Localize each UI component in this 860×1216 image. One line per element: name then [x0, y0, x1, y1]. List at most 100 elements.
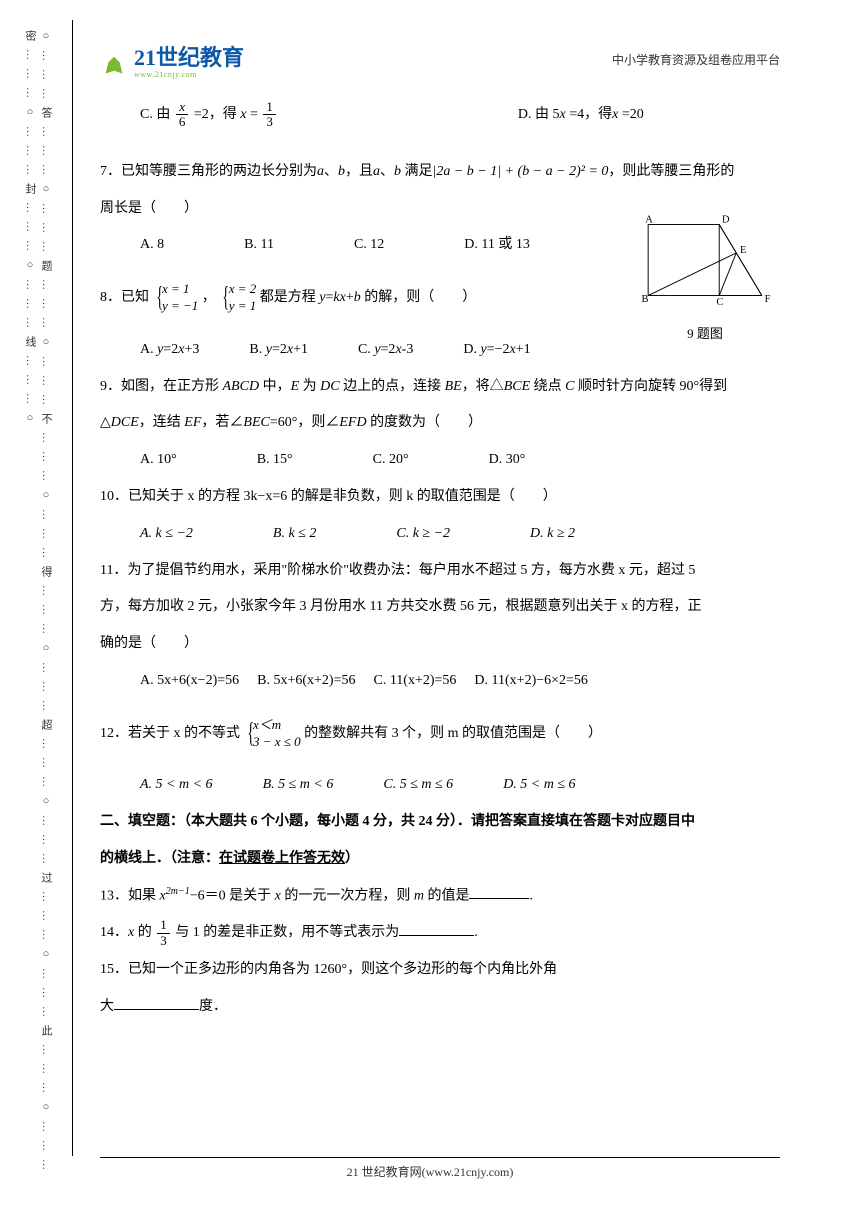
footer-text: 21 世纪教育网(www.21cnjy.com) [0, 1163, 860, 1180]
q9-m2: 为 [299, 379, 320, 394]
q14-line: 14．x 的 13 与 1 的差是非正数，用不等式表示为. [100, 918, 780, 949]
q8d-e: =−2 [487, 342, 510, 357]
q12-line: 12．若关于 x 的不等式 {x＜m3 − x ≤ 0 的整数解共有 3 个，则… [100, 703, 780, 765]
q12-c: C. 5 ≤ m ≤ 6 [383, 770, 453, 801]
q8a-po: +3 [184, 342, 199, 357]
q13-post2: 的值是 [424, 888, 470, 903]
q9-figure: A D B C E F 9 题图 [630, 215, 780, 348]
footer-divider [100, 1157, 780, 1158]
q7-post: ，则此等腰三角形的 [608, 164, 734, 179]
q8c-po: -3 [402, 342, 414, 357]
s2-post: ） [345, 851, 359, 866]
header-right-text: 中小学教育资源及组卷应用平台 [612, 51, 780, 68]
q6-c-eq: = [250, 107, 258, 122]
q8-kx: kx [333, 290, 345, 305]
q9-fig-caption: 9 题图 [630, 320, 780, 349]
q11-b: B. 5x+6(x+2)=56 [257, 666, 355, 697]
q8-s11: x = 1 [162, 281, 198, 298]
q9-dc: DC [320, 379, 339, 394]
q7-a2: a [373, 164, 380, 179]
fig-label-f: F [765, 294, 771, 305]
q12-s2: 3 − x ≤ 0 [253, 734, 301, 751]
q10-d: D. k ≥ 2 [530, 519, 575, 550]
q7-c: C. 12 [354, 230, 384, 261]
q9-efd: EFD [339, 415, 366, 430]
q13-pre: 13．如果 [100, 888, 160, 903]
q6-d-mid: =4，得 [566, 107, 612, 122]
q7-m3: 、 [380, 164, 394, 179]
q7-m1: 、 [324, 164, 338, 179]
logo-runner-icon [100, 46, 128, 74]
q12-post: 的整数解共有 3 个，则 m 的取值范围是（ ） [304, 726, 602, 741]
q12-pre: 12．若关于 x 的不等式 [100, 726, 240, 741]
s2-ul: 在试题卷上作答无效 [219, 851, 345, 866]
q6-c-den: 6 [176, 115, 189, 129]
q14-mid: 的 [134, 925, 152, 940]
q13-blank [469, 885, 529, 899]
q15-line1: 15．已知一个正多边形的内角各为 1260°，则这个多边形的每个内角比外角 [100, 955, 780, 986]
q7-pre: 7．已知等腰三角形的两边长分别为 [100, 164, 317, 179]
q10-a: A. k ≤ −2 [140, 519, 193, 550]
q11-line2: 方，每方加收 2 元，小张家今年 3 月份用水 11 方共交水费 56 元，根据… [100, 592, 780, 623]
logo-main-text: 21世纪教育 [134, 40, 244, 72]
q6-c-rnum: 1 [263, 100, 276, 115]
q8c-p: C. [358, 342, 374, 357]
q6-options-cd: C. 由 x6 =2，得 x = 13 D. 由 5x =4，得x =20 [140, 100, 780, 131]
q13-post: 的一元一次方程，则 [281, 888, 414, 903]
q7-expr: |2a − b − 1| + (b − a − 2)² = 0 [433, 164, 609, 179]
q9-options: A. 10° B. 15° C. 20° D. 30° [140, 445, 780, 476]
q9-m3: 边上的点，连接 [340, 379, 445, 394]
q14-post: 与 1 的差是非正数，用不等式表示为 [175, 925, 399, 940]
q12-a: A. 5 < m < 6 [140, 770, 213, 801]
q11-c: C. 11(x+2)=56 [373, 666, 456, 697]
q8-pre: 8．已知 [100, 290, 149, 305]
q6-c-rden: 3 [263, 115, 276, 129]
q9-b: B. 15° [257, 445, 293, 476]
q6-c-pre: C. 由 [140, 107, 170, 122]
q9-e: E [291, 379, 300, 394]
q9-bce: BCE [504, 379, 530, 394]
q8-b: b [354, 290, 361, 305]
q9-m4: ，将△ [462, 379, 504, 394]
q8b-p: B. [249, 342, 265, 357]
q6-d-pre: D. 由 5 [518, 107, 560, 122]
q9-abcd: ABCD [219, 379, 259, 394]
q9-l2m2: ，若∠ [201, 415, 243, 430]
q13-mid: −6＝0 是关于 [190, 888, 275, 903]
q8b-e: =2 [272, 342, 287, 357]
q12-s1: x＜m [253, 717, 301, 734]
q12-options: A. 5 < m < 6 B. 5 ≤ m < 6 C. 5 ≤ m ≤ 6 D… [140, 770, 780, 801]
q9-ef: EF [184, 415, 201, 430]
q7-d: D. 11 或 13 [464, 230, 530, 261]
q10-c: C. k ≥ −2 [396, 519, 450, 550]
q11-line1: 11．为了提倡节约用水，采用"阶梯水价"收费办法：每户用水不超过 5 方，每方水… [100, 556, 780, 587]
q14-pre: 14． [100, 925, 128, 940]
q14-num: 1 [157, 918, 170, 933]
q11-a: A. 5x+6(x−2)=56 [140, 666, 239, 697]
q9-be: BE [445, 379, 462, 394]
q9-m1: 中， [259, 379, 291, 394]
fig-label-a: A [645, 215, 653, 226]
binding-strip: ○………答………○………题………○………不………○………得………○………超………… [28, 30, 48, 1186]
q8-comma: ， [202, 290, 216, 305]
q11-line3: 确的是（ ） [100, 629, 780, 660]
q9-l2post: 的度数为（ ） [367, 415, 483, 430]
q6-d-end: =20 [618, 107, 643, 122]
q8b-po: +1 [293, 342, 308, 357]
page-header: 21世纪教育 www.21cnjy.com 中小学教育资源及组卷应用平台 [100, 40, 780, 79]
fig-label-d: D [722, 215, 730, 226]
q10-b: B. k ≤ 2 [273, 519, 316, 550]
q14-den: 3 [157, 934, 170, 948]
q6-c-num: x [176, 100, 188, 115]
q15-post: 度． [199, 999, 227, 1014]
q9-a: A. 10° [140, 445, 177, 476]
q9-d: D. 30° [489, 445, 526, 476]
q9-dce: DCE [111, 415, 139, 430]
q9-line1: 9．如图，在正方形 ABCD 中，E 为 DC 边上的点，连接 BE，将△BCE… [100, 372, 780, 403]
q12-b: B. 5 ≤ m < 6 [263, 770, 334, 801]
q6-c-mid: =2，得 [194, 107, 237, 122]
q7-b2: b [394, 164, 401, 179]
q8-s21: x = 2 [229, 281, 257, 298]
q11-d: D. 11(x+2)−6×2=56 [474, 666, 588, 697]
s2-pre: 的横线上．（注意： [100, 851, 219, 866]
